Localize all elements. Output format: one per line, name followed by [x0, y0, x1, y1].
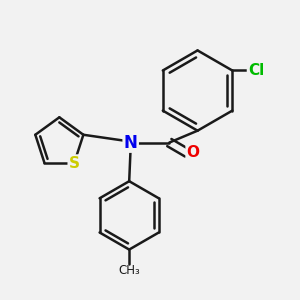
- Text: Cl: Cl: [248, 63, 264, 78]
- Text: CH₃: CH₃: [118, 265, 140, 278]
- Text: O: O: [187, 146, 200, 160]
- Text: S: S: [69, 155, 80, 170]
- Text: N: N: [124, 134, 138, 152]
